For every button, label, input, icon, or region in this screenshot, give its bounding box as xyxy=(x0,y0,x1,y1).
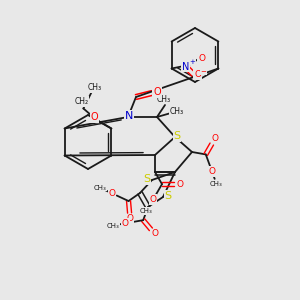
Text: CH₂: CH₂ xyxy=(74,97,88,106)
Text: O: O xyxy=(153,87,161,97)
Text: O: O xyxy=(109,189,116,198)
Text: O: O xyxy=(149,195,157,204)
Text: O: O xyxy=(127,214,134,224)
Text: N: N xyxy=(125,111,133,121)
Text: O: O xyxy=(208,167,215,176)
Text: S: S xyxy=(173,131,181,141)
Text: O: O xyxy=(211,134,218,143)
Text: CH₃: CH₃ xyxy=(140,208,153,214)
Text: CH₃: CH₃ xyxy=(106,223,119,229)
Text: −: − xyxy=(201,68,207,74)
Text: CH₃: CH₃ xyxy=(87,83,101,92)
Text: CH₃: CH₃ xyxy=(170,107,184,116)
Text: S: S xyxy=(143,174,151,184)
Text: +: + xyxy=(190,58,196,64)
Text: O: O xyxy=(194,70,201,79)
Text: CH₃: CH₃ xyxy=(94,185,107,191)
Text: S: S xyxy=(164,191,172,201)
Text: O: O xyxy=(198,54,205,63)
Text: O: O xyxy=(91,112,98,122)
Text: O: O xyxy=(151,230,158,238)
Text: CH₃: CH₃ xyxy=(157,94,171,103)
Text: O: O xyxy=(176,180,184,189)
Text: O: O xyxy=(122,219,129,228)
Text: CH₃: CH₃ xyxy=(210,181,223,187)
Text: N: N xyxy=(182,61,189,71)
